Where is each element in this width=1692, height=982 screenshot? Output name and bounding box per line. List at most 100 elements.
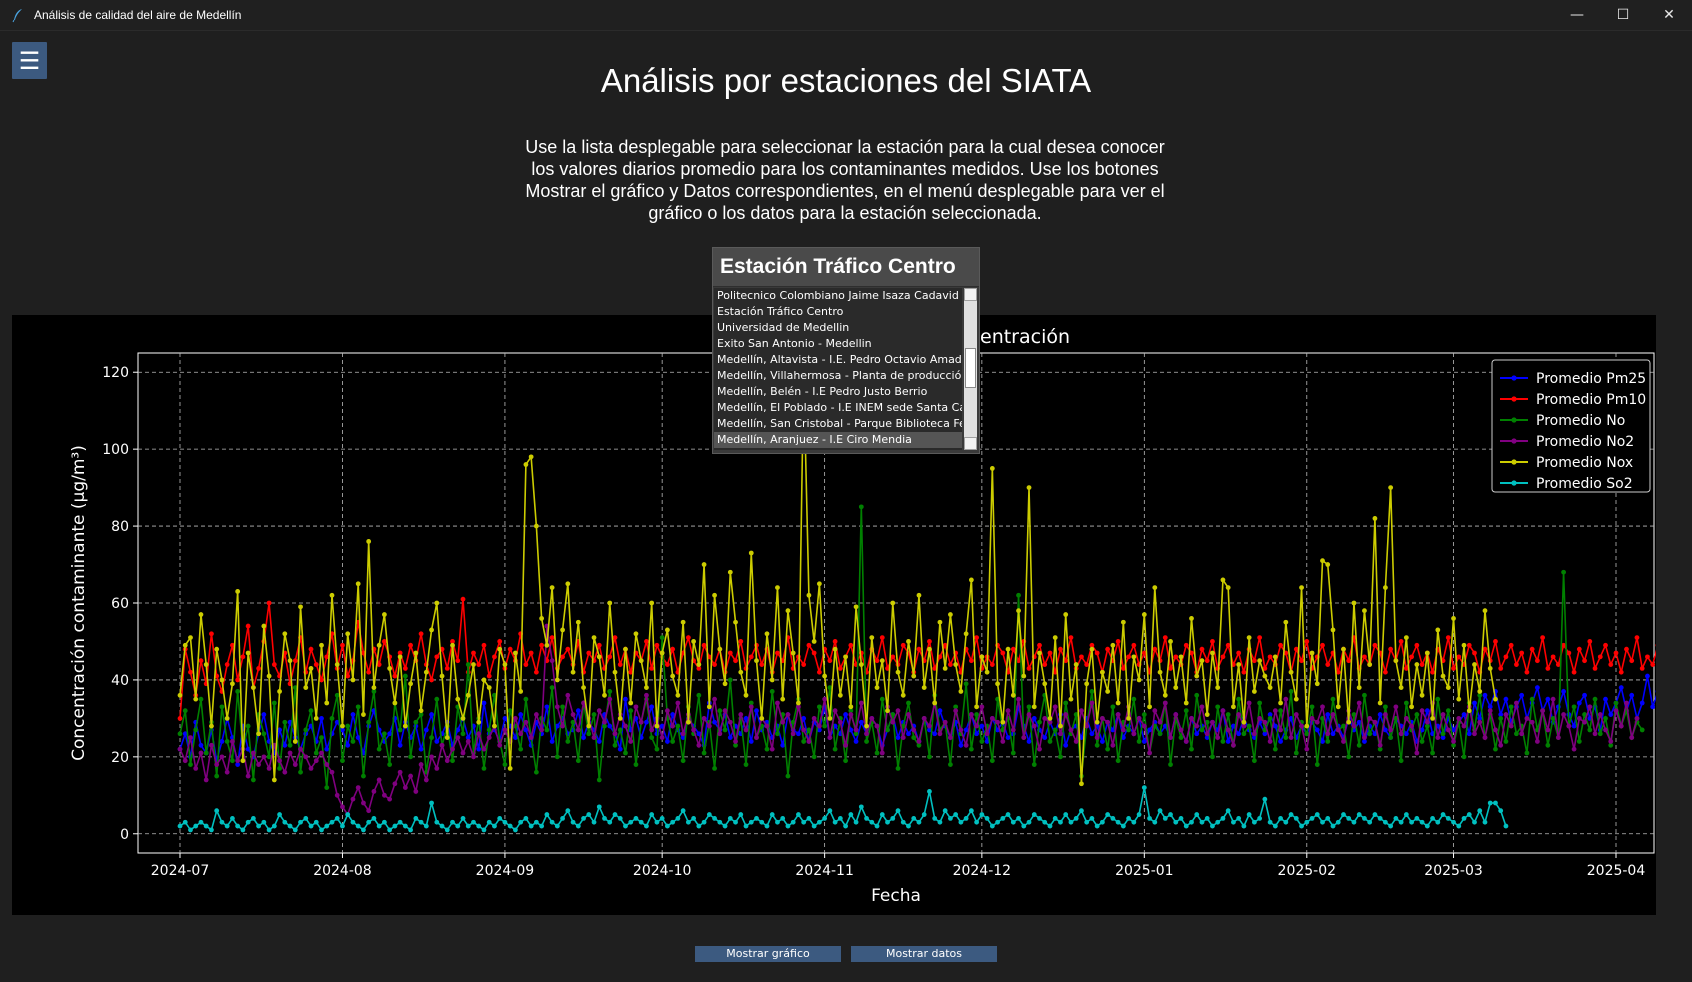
data-point <box>1168 639 1173 644</box>
data-point <box>1461 815 1467 821</box>
data-point <box>523 815 529 821</box>
data-point <box>1466 642 1472 648</box>
data-point <box>1587 727 1593 733</box>
data-point <box>764 823 770 829</box>
data-point <box>1120 823 1126 829</box>
data-point <box>1445 685 1451 691</box>
station-list-item[interactable]: Politecnico Colombiano Jaime Isaza Cadav… <box>717 289 962 302</box>
x-axis-label: Fecha <box>871 886 921 906</box>
x-tick-label: 2024-12 <box>953 863 1012 879</box>
close-icon[interactable]: ✕ <box>1663 7 1675 23</box>
data-point <box>628 739 634 744</box>
station-list-item[interactable]: Medellín, El Poblado - I.E INEM sede San… <box>717 401 962 414</box>
data-point <box>324 746 330 752</box>
data-point <box>1445 635 1451 641</box>
station-list-item[interactable]: Medellín, Villahermosa - Planta de produ… <box>717 369 962 382</box>
data-point <box>1178 815 1184 821</box>
y-tick-label: 100 <box>102 442 129 458</box>
station-list-item[interactable]: Medellín, San Cristobal - Parque Bibliot… <box>717 417 962 430</box>
scroll-down-arrow-icon[interactable] <box>964 437 977 450</box>
maximize-icon[interactable]: ☐ <box>1616 7 1630 23</box>
data-point <box>1597 731 1603 737</box>
data-point <box>230 681 235 687</box>
station-dropdown[interactable]: Estación Tráfico Centro Politecnico Colo… <box>712 247 980 454</box>
data-point <box>706 812 712 817</box>
show-data-button[interactable]: Mostrar datos <box>851 946 997 962</box>
data-point <box>492 723 497 729</box>
data-point <box>575 823 581 829</box>
data-point <box>1136 715 1142 721</box>
station-list-scrollbar[interactable] <box>964 288 977 450</box>
station-list-item[interactable]: Medellín, Aranjuez - I.E Ciro Mendia <box>714 432 962 448</box>
series-line <box>179 372 1497 784</box>
data-point <box>1141 785 1147 791</box>
minimize-icon[interactable]: — <box>1570 7 1584 23</box>
data-point <box>1461 642 1467 648</box>
data-point <box>1157 669 1163 675</box>
data-point <box>1445 727 1451 733</box>
scroll-up-arrow-icon[interactable] <box>964 288 977 301</box>
data-point <box>1325 562 1331 567</box>
data-point <box>644 685 649 691</box>
data-point <box>680 619 686 625</box>
data-point <box>1052 815 1058 821</box>
data-point <box>1194 812 1200 817</box>
station-list-item[interactable]: Medellín, Altavista - I.E. Pedro Octavio… <box>717 353 962 366</box>
data-point <box>853 739 859 744</box>
data-point <box>1383 819 1388 825</box>
data-point <box>701 642 707 648</box>
data-point <box>1005 812 1011 817</box>
data-point <box>659 635 665 641</box>
data-point <box>1026 665 1032 671</box>
scrollbar-thumb[interactable] <box>965 348 976 388</box>
hamburger-menu-button[interactable]: ☰ <box>12 42 47 79</box>
data-point <box>1063 812 1069 817</box>
data-point <box>1550 715 1556 721</box>
station-list-item[interactable]: Exito San Antonio - Medellin <box>717 337 872 350</box>
data-point <box>1215 685 1221 691</box>
data-point <box>890 719 896 725</box>
data-point <box>916 592 922 598</box>
data-point <box>319 750 324 756</box>
data-point <box>963 631 969 637</box>
data-point <box>853 819 859 825</box>
data-point <box>240 758 246 764</box>
data-point <box>1147 750 1152 756</box>
station-listbox[interactable]: Politecnico Colombiano Jaime Isaza Cadav… <box>714 288 962 450</box>
data-point <box>670 723 676 729</box>
page-title: Análisis por estaciones del SIATA <box>600 62 1092 99</box>
data-point <box>921 812 927 817</box>
data-point <box>811 715 817 721</box>
data-point <box>1120 619 1126 625</box>
data-point <box>502 662 508 667</box>
station-selected-label[interactable]: Estación Tráfico Centro <box>713 248 979 287</box>
data-point <box>853 731 859 737</box>
data-point <box>670 673 676 679</box>
data-point <box>402 665 408 671</box>
data-point <box>1099 669 1105 675</box>
data-point <box>1508 723 1514 729</box>
data-point <box>712 765 717 771</box>
data-point <box>602 719 607 725</box>
data-point <box>1257 815 1263 821</box>
station-list-item[interactable]: Estación Tráfico Centro <box>717 305 844 318</box>
data-point <box>277 765 282 771</box>
data-point <box>1162 692 1168 698</box>
data-point <box>1645 654 1650 660</box>
data-point <box>1042 819 1048 825</box>
data-point <box>1157 731 1163 737</box>
data-point <box>1010 646 1016 652</box>
data-point <box>665 739 670 744</box>
station-list-item[interactable]: Medellín, Belén - I.E Pedro Justo Berrio <box>717 385 928 398</box>
data-point <box>1409 704 1415 710</box>
data-point <box>1194 731 1200 737</box>
station-list-item[interactable]: Universidad de Medellin <box>717 321 850 334</box>
data-point <box>513 650 518 656</box>
data-point <box>1000 815 1006 821</box>
data-point <box>1330 696 1336 702</box>
data-point <box>350 819 356 825</box>
instructions-line: los valores diarios promedio para los co… <box>531 159 1159 179</box>
data-point <box>214 762 220 767</box>
show-chart-button[interactable]: Mostrar gráfico <box>695 946 841 962</box>
data-point <box>1131 819 1137 825</box>
